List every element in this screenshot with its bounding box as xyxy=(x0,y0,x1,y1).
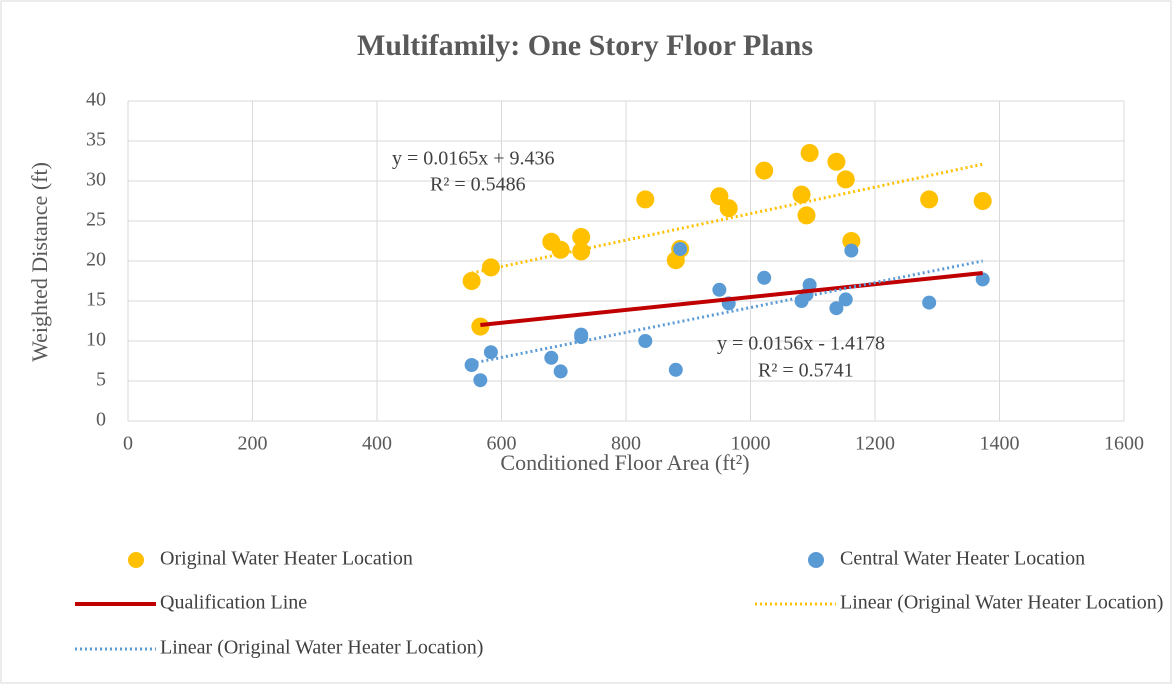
scatter-point xyxy=(636,190,655,209)
chart-title: Multifamily: One Story Floor Plans xyxy=(357,29,813,62)
scatter-point xyxy=(829,301,844,316)
y-tick-label: 30 xyxy=(86,169,106,191)
legend-label: Central Water Heater Location xyxy=(840,548,1085,570)
legend-label: Original Water Heater Location xyxy=(160,548,413,570)
scatter-point xyxy=(838,292,853,307)
scatter-point xyxy=(668,362,683,377)
legend-marker xyxy=(808,552,824,568)
scatter-point xyxy=(922,295,937,310)
scatter-point xyxy=(802,278,817,292)
scatter-point xyxy=(638,334,653,348)
scatter-point xyxy=(800,144,819,162)
x-tick-label: 1000 xyxy=(731,433,771,455)
annotation: y = 0.0165x + 9.436 xyxy=(392,148,555,170)
y-axis-label: Weighted Distance (ft) xyxy=(27,162,52,362)
qualification-line xyxy=(480,271,983,327)
x-tick-label: 1200 xyxy=(855,433,895,455)
scatter-point xyxy=(462,272,481,290)
scatter-point xyxy=(792,185,811,204)
y-tick-label: 20 xyxy=(86,249,106,271)
scatter-point xyxy=(797,206,816,225)
annotation: y = 0.0156x - 1.4178 xyxy=(717,333,885,355)
scatter-point xyxy=(755,161,774,180)
trend-line xyxy=(471,162,984,275)
scatter-point xyxy=(471,317,490,336)
scatter-point xyxy=(844,243,859,258)
scatter-point xyxy=(975,272,990,287)
x-tick-label: 400 xyxy=(362,433,392,455)
scatter-point xyxy=(572,242,591,261)
scatter-point xyxy=(574,327,589,342)
legend-label: Linear (Original Water Heater Location) xyxy=(160,637,483,659)
legend-label: Linear (Original Water Heater Location) xyxy=(840,592,1163,614)
scatter-point xyxy=(551,240,570,259)
x-tick-label: 200 xyxy=(238,433,268,455)
x-tick-label: 1400 xyxy=(980,433,1020,455)
scatter-point xyxy=(483,345,498,360)
x-tick-label: 600 xyxy=(487,433,517,455)
scatter-point xyxy=(464,358,479,372)
x-tick-label: 1600 xyxy=(1104,433,1144,455)
annotation: R² = 0.5741 xyxy=(758,360,854,382)
x-tick-label: 0 xyxy=(123,433,133,455)
scatter-point xyxy=(544,350,559,365)
scatter-point xyxy=(719,199,738,218)
scatter-point xyxy=(712,282,727,297)
trend-line xyxy=(471,259,983,365)
scatter-point xyxy=(673,242,688,256)
y-tick-label: 10 xyxy=(86,329,106,351)
scatter-point xyxy=(553,364,568,379)
x-tick-label: 800 xyxy=(611,433,641,455)
x-axis-label: Conditioned Floor Area (ft²) xyxy=(500,450,749,475)
annotation: R² = 0.5486 xyxy=(430,174,526,196)
scatter-point xyxy=(973,192,992,210)
y-tick-label: 40 xyxy=(86,89,106,111)
y-tick-label: 35 xyxy=(86,129,106,151)
legend-marker xyxy=(128,552,144,568)
scatter-point xyxy=(572,228,591,246)
y-tick-label: 25 xyxy=(86,209,106,231)
scatter-point xyxy=(836,170,855,189)
scatter-point xyxy=(473,373,488,388)
scatter-point xyxy=(757,270,772,285)
y-tick-label: 5 xyxy=(96,369,106,391)
scatter-point xyxy=(827,152,846,171)
legend-label: Qualification Line xyxy=(160,592,307,614)
y-tick-label: 15 xyxy=(86,289,106,311)
y-tick-label: 0 xyxy=(96,409,106,431)
scatter-point xyxy=(920,190,939,209)
